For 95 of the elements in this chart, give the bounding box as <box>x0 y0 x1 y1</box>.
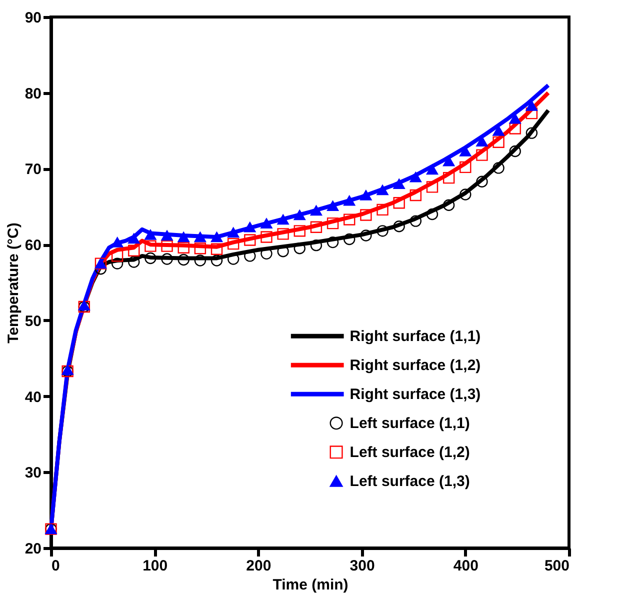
point <box>426 208 438 220</box>
point <box>526 107 538 120</box>
point <box>492 162 504 174</box>
point <box>178 242 190 254</box>
point <box>210 254 223 266</box>
point <box>260 218 272 228</box>
point <box>376 225 388 237</box>
point <box>128 244 140 256</box>
legend-label: Right surface (1,3) <box>350 386 481 404</box>
point <box>178 232 190 242</box>
y-tick-label: 80 <box>24 85 42 102</box>
point <box>509 122 521 134</box>
point <box>244 222 256 232</box>
point <box>128 256 140 268</box>
point <box>294 210 306 220</box>
y-tick-label: 20 <box>24 540 42 558</box>
point <box>360 230 372 242</box>
point <box>410 172 422 182</box>
point <box>161 253 173 265</box>
legend-label: Right surface (1,2) <box>350 357 481 374</box>
y-tick-label: 60 <box>24 237 42 254</box>
point <box>344 195 356 206</box>
x-tick-label: 200 <box>246 558 272 574</box>
point <box>310 239 322 252</box>
y-tick-label: 70 <box>24 161 42 178</box>
point <box>244 234 256 246</box>
point <box>492 136 504 148</box>
point <box>194 232 206 242</box>
point <box>277 228 289 240</box>
x-axis-title: Time (min) <box>272 576 348 594</box>
point <box>62 364 74 375</box>
point <box>410 189 422 202</box>
point <box>344 233 356 246</box>
legend-label: Left surface (1,3) <box>350 473 470 490</box>
point <box>492 126 504 136</box>
point <box>326 217 339 230</box>
point <box>376 204 388 216</box>
point <box>78 300 90 310</box>
point <box>393 178 405 190</box>
x-tick-label: 300 <box>350 558 375 574</box>
point <box>393 197 405 209</box>
point <box>161 240 173 252</box>
point <box>426 164 438 175</box>
point <box>94 263 107 275</box>
point <box>460 188 472 200</box>
point <box>194 254 206 266</box>
y-tick-label: 30 <box>24 464 42 482</box>
point <box>326 236 339 248</box>
x-tick-label: 0 <box>52 558 60 574</box>
point <box>526 100 538 111</box>
point <box>260 231 272 243</box>
point <box>310 221 322 233</box>
point <box>144 252 156 264</box>
point <box>326 200 339 212</box>
point <box>442 199 455 211</box>
point <box>410 215 422 227</box>
point <box>360 209 372 221</box>
point <box>460 161 472 174</box>
x-tick-label: 500 <box>544 558 570 574</box>
point <box>509 145 521 158</box>
point <box>194 242 206 254</box>
point <box>227 227 240 238</box>
x-tick-label: 100 <box>142 558 168 574</box>
point <box>210 232 223 242</box>
point <box>476 149 488 161</box>
point <box>111 258 124 270</box>
point <box>178 254 190 266</box>
point <box>210 243 223 255</box>
y-tick-label: 40 <box>24 388 42 406</box>
point <box>360 190 372 200</box>
y-axis-title: Temperature (°C) <box>4 222 22 344</box>
point <box>277 214 289 225</box>
point <box>144 230 156 240</box>
legend-label: Left surface (1,2) <box>350 444 470 462</box>
point <box>376 184 388 196</box>
point <box>144 240 156 252</box>
point <box>161 230 173 241</box>
point <box>294 242 306 254</box>
point <box>426 181 438 193</box>
legend-label: Left surface (1,1) <box>350 415 470 432</box>
point <box>476 176 488 188</box>
point <box>128 233 140 244</box>
point <box>442 172 455 184</box>
legend-label: Right surface (1,1) <box>350 328 481 346</box>
point <box>227 238 240 250</box>
y-tick-label: 90 <box>24 10 42 26</box>
point <box>111 250 124 262</box>
point <box>294 225 306 237</box>
point <box>509 114 521 124</box>
point <box>310 205 322 216</box>
point <box>393 220 405 232</box>
x-tick-label: 400 <box>453 558 478 574</box>
y-tick-label: 50 <box>24 312 42 330</box>
point <box>526 127 538 139</box>
point <box>344 214 356 226</box>
